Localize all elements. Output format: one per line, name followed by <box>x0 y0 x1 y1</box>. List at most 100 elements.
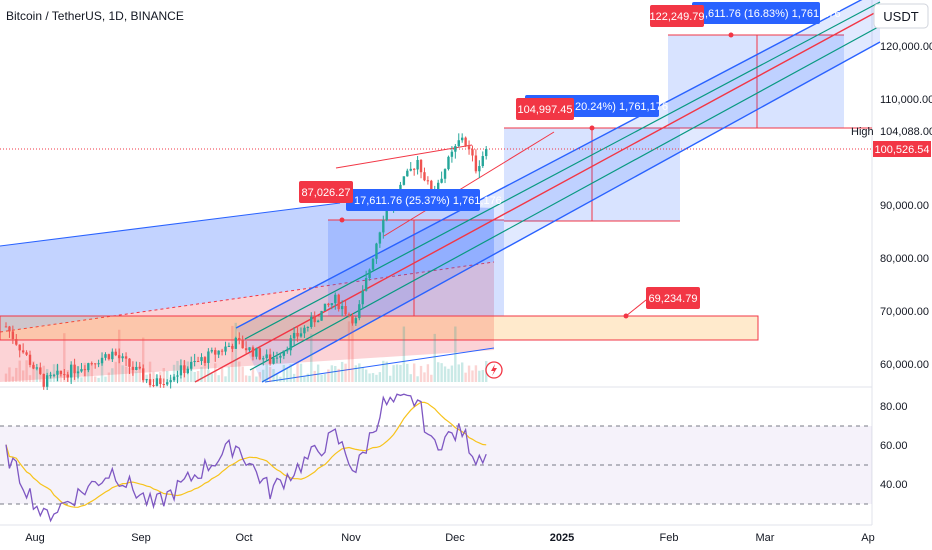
candle-body[interactable] <box>52 374 56 376</box>
candle-body[interactable] <box>83 369 87 371</box>
candle-body[interactable] <box>323 303 327 311</box>
candle-body[interactable] <box>155 378 159 386</box>
candle-body[interactable] <box>327 303 330 306</box>
candle-body[interactable] <box>272 358 275 364</box>
candle-body[interactable] <box>430 180 433 197</box>
candle-body[interactable] <box>169 380 172 383</box>
candle-body[interactable] <box>364 278 368 291</box>
candle-body[interactable] <box>409 168 412 171</box>
candle-body[interactable] <box>162 384 165 386</box>
candle-body[interactable] <box>454 146 457 152</box>
candle-body[interactable] <box>238 337 241 341</box>
candle-body[interactable] <box>467 146 471 150</box>
candle-body[interactable] <box>207 351 210 363</box>
candle-body[interactable] <box>166 382 169 385</box>
candle-body[interactable] <box>241 340 244 349</box>
candle-body[interactable] <box>183 365 186 374</box>
candle-body[interactable] <box>100 357 104 364</box>
candle-body[interactable] <box>59 370 63 375</box>
candle-body[interactable] <box>344 306 347 315</box>
candle-body[interactable] <box>347 314 351 316</box>
candle-body[interactable] <box>90 363 93 365</box>
candle-body[interactable] <box>11 331 15 340</box>
candle-body[interactable] <box>251 347 255 357</box>
candle-body[interactable] <box>248 347 251 351</box>
candle-body[interactable] <box>193 361 196 363</box>
candle-body[interactable] <box>292 332 296 339</box>
candle-body[interactable] <box>279 355 282 358</box>
candle-body[interactable] <box>73 364 76 374</box>
candle-body[interactable] <box>265 354 268 359</box>
candle-body[interactable] <box>217 350 220 355</box>
candle-body[interactable] <box>478 166 481 172</box>
support-price-box[interactable] <box>646 287 700 309</box>
candle-body[interactable] <box>76 371 80 374</box>
candle-body[interactable] <box>368 269 371 279</box>
candle-body[interactable] <box>231 345 234 349</box>
candle-body[interactable] <box>186 368 189 374</box>
candle-body[interactable] <box>145 379 148 381</box>
candle-body[interactable] <box>416 159 419 170</box>
candle-body[interactable] <box>313 316 316 323</box>
candle-body[interactable] <box>375 243 378 259</box>
candle-body[interactable] <box>255 348 258 357</box>
candle-body[interactable] <box>244 348 248 351</box>
candle-body[interactable] <box>286 350 289 352</box>
candle-body[interactable] <box>39 367 42 374</box>
candle-body[interactable] <box>18 344 21 351</box>
candle-body[interactable] <box>135 366 138 371</box>
candle-body[interactable] <box>148 379 152 386</box>
target-mid-price-box[interactable] <box>516 98 574 120</box>
candle-body[interactable] <box>131 366 135 371</box>
candle-body[interactable] <box>69 364 73 378</box>
candle-body[interactable] <box>382 220 385 233</box>
candle-body[interactable] <box>412 168 416 170</box>
candle-body[interactable] <box>49 375 52 377</box>
candle-body[interactable] <box>104 354 107 358</box>
candle-body[interactable] <box>220 350 224 352</box>
candle-body[interactable] <box>289 338 292 351</box>
candle-body[interactable] <box>471 149 474 156</box>
candle-body[interactable] <box>87 363 90 371</box>
candle-body[interactable] <box>296 332 299 337</box>
candle-body[interactable] <box>56 370 59 375</box>
candle-body[interactable] <box>35 367 39 369</box>
candle-body[interactable] <box>114 351 117 356</box>
candle-body[interactable] <box>385 209 388 221</box>
candle-body[interactable] <box>262 358 265 360</box>
candle-body[interactable] <box>406 170 409 177</box>
candle-body[interactable] <box>227 345 231 347</box>
range-low-price-box[interactable] <box>299 181 353 203</box>
candle-body[interactable] <box>464 137 467 147</box>
candle-body[interactable] <box>481 156 484 167</box>
candle-body[interactable] <box>224 346 227 352</box>
candle-body[interactable] <box>457 140 460 147</box>
candle-body[interactable] <box>25 352 28 355</box>
candle-body[interactable] <box>15 339 18 345</box>
candle-body[interactable] <box>121 356 124 359</box>
candle-body[interactable] <box>320 310 323 321</box>
candle-body[interactable] <box>63 374 66 376</box>
candle-body[interactable] <box>330 303 334 306</box>
candle-body[interactable] <box>66 374 69 378</box>
currency-button[interactable] <box>873 3 929 29</box>
candle-body[interactable] <box>234 337 238 349</box>
candle-body[interactable] <box>117 355 121 359</box>
candle-body[interactable] <box>378 232 382 244</box>
candle-body[interactable] <box>80 369 83 372</box>
candle-body[interactable] <box>190 361 193 369</box>
candle-body[interactable] <box>299 333 303 337</box>
candle-body[interactable] <box>351 315 354 324</box>
candle-body[interactable] <box>337 294 340 310</box>
candle-body[interactable] <box>447 156 450 170</box>
candle-body[interactable] <box>32 364 35 369</box>
candle-body[interactable] <box>354 318 358 324</box>
candle-body[interactable] <box>361 290 364 305</box>
candle-body[interactable] <box>42 373 45 387</box>
candle-body[interactable] <box>443 169 447 179</box>
candle-body[interactable] <box>306 326 310 328</box>
candle-body[interactable] <box>210 350 213 352</box>
candle-body[interactable] <box>142 368 145 381</box>
candle-body[interactable] <box>460 137 464 141</box>
candle-body[interactable] <box>21 350 25 353</box>
